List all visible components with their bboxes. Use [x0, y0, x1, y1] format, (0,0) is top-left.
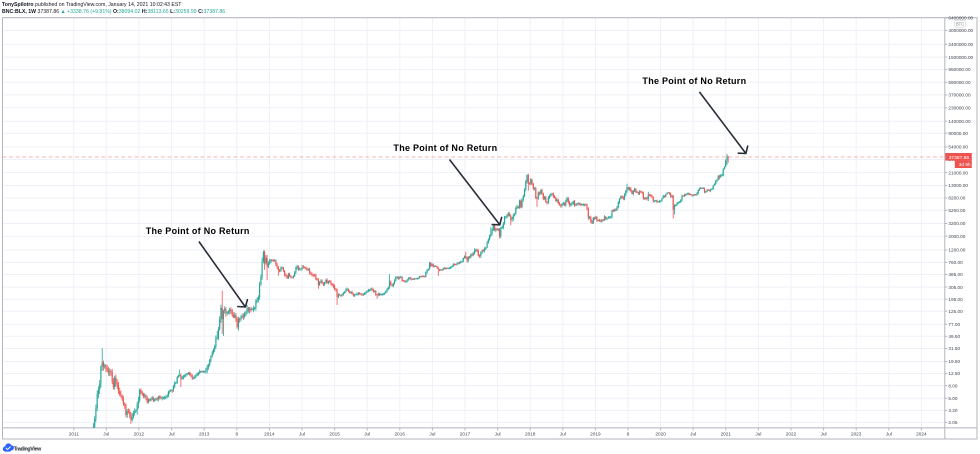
svg-text:2400000.00: 2400000.00	[948, 42, 973, 47]
svg-text:485.00: 485.00	[948, 272, 963, 277]
svg-text:2013: 2013	[199, 431, 210, 436]
svg-text:TradingView: TradingView	[14, 446, 42, 452]
svg-text:2015: 2015	[329, 431, 340, 436]
svg-text:Jul: Jul	[755, 431, 761, 436]
svg-text:21000.00: 21000.00	[948, 170, 968, 175]
svg-text:2018: 2018	[525, 431, 536, 436]
svg-text:Jul: Jul	[169, 431, 175, 436]
svg-text:49.50: 49.50	[948, 334, 960, 339]
svg-text:3200.00: 3200.00	[948, 221, 965, 226]
svg-text:2017: 2017	[460, 431, 471, 436]
svg-text:2023: 2023	[851, 431, 862, 436]
svg-text:Jul: Jul	[560, 431, 566, 436]
svg-text:Jul: Jul	[495, 431, 501, 436]
svg-text:2.05: 2.05	[948, 420, 958, 425]
svg-text:2021: 2021	[721, 431, 732, 436]
svg-text:Jul: Jul	[364, 431, 370, 436]
svg-text:Jul: Jul	[299, 431, 305, 436]
svg-text:19.50: 19.50	[948, 359, 960, 364]
svg-text:The Point of No Return: The Point of No Return	[393, 143, 497, 153]
svg-text:2011: 2011	[69, 431, 79, 436]
svg-text:12.50: 12.50	[948, 371, 960, 376]
svg-text:6400000.00: 6400000.00	[948, 16, 973, 21]
svg-text:77.00: 77.00	[948, 322, 960, 327]
svg-text:140000.00: 140000.00	[948, 119, 971, 124]
svg-text:8: 8	[627, 431, 630, 436]
svg-text:Jul: Jul	[886, 431, 892, 436]
svg-text:2019: 2019	[590, 431, 601, 436]
svg-text:1200.00: 1200.00	[948, 248, 965, 253]
svg-text:Jul: Jul	[429, 431, 435, 436]
svg-text:8.00: 8.00	[948, 383, 958, 388]
svg-text:The Point of No Return: The Point of No Return	[642, 76, 746, 86]
svg-text:Jul: Jul	[103, 431, 109, 436]
svg-text:5200.00: 5200.00	[948, 208, 965, 213]
svg-text:230000.00: 230000.00	[948, 106, 971, 111]
svg-text:2000.00: 2000.00	[948, 234, 965, 239]
svg-text:54000.00: 54000.00	[948, 145, 968, 150]
svg-text:305.00: 305.00	[948, 285, 963, 290]
svg-text:37387.86: 37387.86	[949, 155, 970, 161]
svg-text:2024: 2024	[916, 431, 927, 436]
svg-text:Jul: Jul	[821, 431, 827, 436]
svg-text:2012: 2012	[134, 431, 145, 436]
svg-text:2014: 2014	[264, 431, 275, 436]
svg-text:90000.00: 90000.00	[948, 131, 968, 136]
svg-text:31.50: 31.50	[948, 346, 960, 351]
svg-text:BTC: BTC	[956, 22, 964, 27]
svg-text:2020: 2020	[655, 431, 666, 436]
svg-text:2022: 2022	[786, 431, 797, 436]
svg-text:370000.00: 370000.00	[948, 93, 971, 98]
svg-text:125.00: 125.00	[948, 309, 963, 314]
svg-text:3d 9h: 3d 9h	[959, 162, 971, 167]
svg-text:760.00: 760.00	[948, 260, 963, 265]
svg-text:590000.00: 590000.00	[948, 80, 971, 85]
svg-text:The Point of No Return: The Point of No Return	[146, 226, 250, 236]
svg-text:1500000.00: 1500000.00	[948, 55, 973, 60]
svg-text:8200.00: 8200.00	[948, 196, 965, 201]
svg-text:195.00: 195.00	[948, 297, 963, 302]
svg-text:950000.00: 950000.00	[948, 67, 971, 72]
svg-text:4000000.00: 4000000.00	[948, 28, 973, 33]
svg-text:Jul: Jul	[690, 431, 696, 436]
svg-text:2016: 2016	[395, 431, 406, 436]
svg-text:3.20: 3.20	[948, 408, 958, 413]
svg-text:5.00: 5.00	[948, 396, 958, 401]
svg-text:13000.00: 13000.00	[948, 183, 968, 188]
svg-text:8: 8	[235, 431, 238, 436]
